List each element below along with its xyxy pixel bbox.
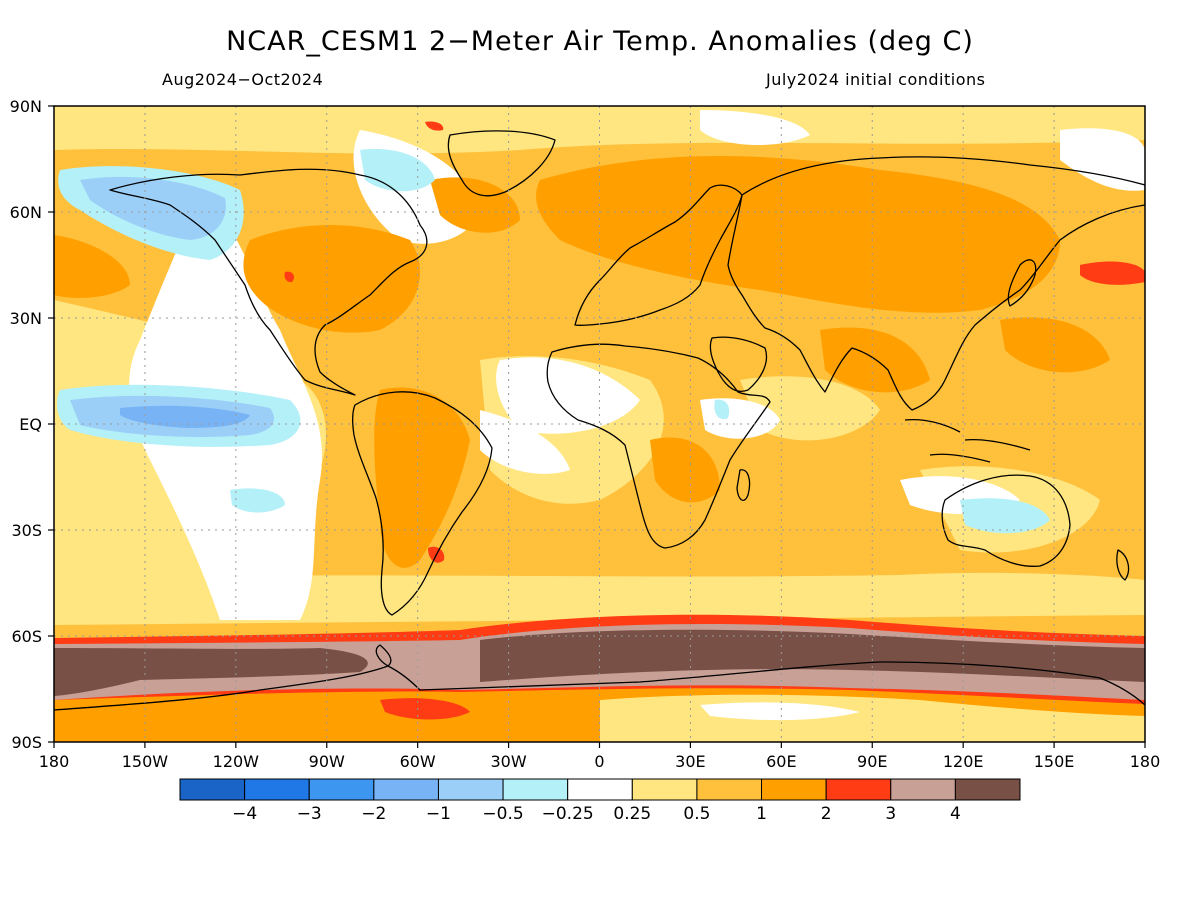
lon-tick-label: 30E (675, 752, 705, 771)
latitude-axis: 90N 60N 30N EQ 30S 60S 90S (10, 97, 54, 752)
lon-tick-label: 150W (122, 752, 169, 771)
lat-tick-label: 30N (10, 309, 42, 328)
colorbar-swatch (437, 778, 504, 801)
colorbar-swatch (308, 778, 375, 801)
colorbar-swatch (761, 778, 827, 801)
colorbar-label: 1 (756, 804, 767, 824)
colorbar-label: 4 (950, 804, 961, 824)
lon-tick-label: 60E (766, 752, 796, 771)
initial-conditions-label: July2024 initial conditions (766, 70, 986, 89)
coastlines (54, 130, 1145, 711)
colorbar-label: −4 (232, 804, 257, 824)
colorbar-swatch (825, 778, 892, 801)
colorbar-label: −1 (426, 804, 451, 824)
lon-tick-label: 90E (857, 752, 887, 771)
lon-tick-label: 120E (943, 752, 984, 771)
lat-tick-label: 30S (11, 521, 42, 540)
colorbar-swatch (244, 778, 310, 801)
lon-tick-label: 0 (594, 752, 604, 771)
lon-tick-label: 180 (39, 752, 70, 771)
lon-tick-label: 30W (490, 752, 526, 771)
lat-tick-label: 60S (11, 627, 42, 646)
colorbar-legend: −4 −3 −2 −1 −0.5 −0.25 0.25 0.5 1 2 3 4 (179, 778, 1021, 824)
colorbar-label: 0.5 (683, 804, 710, 824)
longitude-axis: 180 150W 120W 90W 60W 30W 0 30E 60E 90E 120E 150E 18… (39, 742, 1161, 771)
colorbar-swatch (954, 778, 1021, 801)
colorbar-label: −2 (361, 804, 386, 824)
colorbar-swatch (567, 778, 633, 801)
colorbar-swatch (631, 778, 698, 801)
colorbar-swatch (502, 778, 569, 801)
lon-tick-label: 120W (213, 752, 260, 771)
lat-tick-label: 90N (10, 97, 42, 116)
lat-tick-label: EQ (19, 415, 42, 434)
colorbar-swatch (696, 778, 763, 801)
colorbar-swatch (373, 778, 439, 801)
colorbar-swatch (890, 778, 956, 801)
colorbar-label: 3 (885, 804, 896, 824)
lon-tick-label: 180 (1130, 752, 1161, 771)
forecast-period: Aug2024−Oct2024 (162, 70, 324, 89)
graticule (54, 106, 1145, 742)
lat-tick-label: 90S (11, 733, 42, 752)
colorbar-label: −0.25 (542, 804, 594, 824)
lon-tick-label: 60W (400, 752, 436, 771)
colorbar-label: 2 (821, 804, 832, 824)
lat-tick-label: 60N (10, 203, 42, 222)
map-title: NCAR_CESM1 2−Meter Air Temp. Anomalies (… (226, 26, 974, 57)
colorbar-label: 0.25 (613, 804, 651, 824)
lon-tick-label: 90W (309, 752, 345, 771)
colorbar-label: −0.5 (482, 804, 523, 824)
lon-tick-label: 150E (1034, 752, 1075, 771)
colorbar-swatch (179, 778, 246, 801)
colorbar-label: −3 (297, 804, 322, 824)
